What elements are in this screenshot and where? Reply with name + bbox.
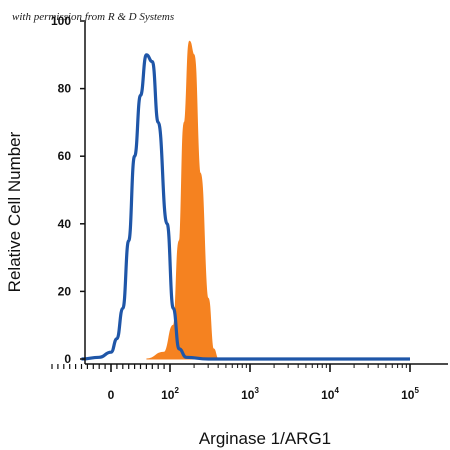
x-tick-label: 104 (321, 386, 339, 402)
x-tick-label: 0 (108, 388, 115, 402)
y-tick-label: 60 (58, 149, 72, 163)
y-tick-label: 0 (64, 352, 71, 366)
y-ticks: 0 20 40 60 80 100 (51, 14, 85, 366)
y-tick-label: 20 (58, 284, 72, 298)
x-tick-label: 102 (161, 386, 179, 402)
series-filled-histogram (146, 40, 219, 360)
x-axis-label: Arginase 1/ARG1 (199, 429, 331, 448)
y-tick-label: 80 (58, 82, 72, 96)
y-tick-label: 40 (58, 217, 72, 231)
axes-layer (84, 22, 448, 365)
series-layer (81, 40, 410, 361)
x-tick-label: 103 (241, 386, 259, 402)
y-tick-label: 100 (51, 14, 71, 28)
series-outline-histogram (81, 53, 410, 361)
y-axis-label: Relative Cell Number (5, 131, 24, 292)
x-ticks: 0 102 103 104 105 (51, 364, 419, 402)
x-tick-label: 105 (401, 386, 419, 402)
watermark: with permission from R & D Systems (12, 11, 174, 23)
